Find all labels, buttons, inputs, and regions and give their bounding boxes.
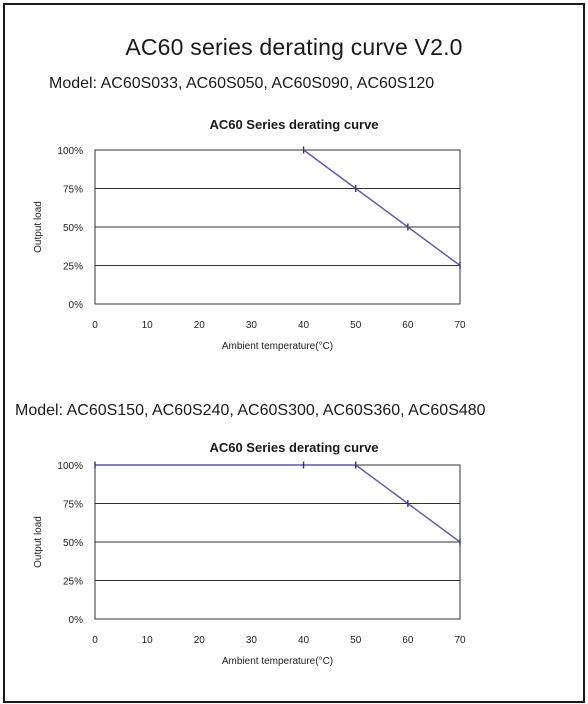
x-tick-label: 50 (350, 320, 362, 331)
y-tick-label: 100% (57, 146, 83, 157)
y-axis-title: Output load (33, 516, 44, 568)
x-tick-label: 30 (246, 635, 258, 646)
x-tick-label: 60 (402, 320, 414, 331)
x-tick-label: 70 (454, 320, 466, 331)
x-tick-label: 30 (246, 320, 258, 331)
x-tick-label: 20 (194, 635, 206, 646)
derating-chart-2: 0% 25% 50% 75% 100% 0 10 20 30 40 50 60 70 Ambient te… (33, 461, 466, 667)
y-tick-label: 50% (63, 223, 83, 234)
x-tick-label: 40 (298, 320, 310, 331)
x-tick-label: 0 (92, 320, 98, 331)
x-tick-label: 40 (298, 635, 310, 646)
y-tick-label: 75% (63, 185, 83, 196)
y-tick-label: 25% (63, 262, 83, 273)
y-tick-label: 100% (57, 461, 83, 472)
derating-line (303, 149, 461, 267)
x-tick-label: 10 (142, 320, 154, 331)
chart-title-2: AC60 Series derating curve (209, 440, 379, 455)
x-tick-label: 10 (142, 635, 154, 646)
y-tick-label: 0% (69, 615, 84, 626)
document-frame (3, 3, 585, 703)
y-tick-label: 75% (63, 500, 83, 511)
x-tick-label: 70 (454, 635, 466, 646)
x-tick-label: 20 (194, 320, 206, 331)
x-tick-label: 0 (92, 635, 98, 646)
x-axis-title: Ambient temperature(°C) (222, 656, 333, 667)
derating-chart-1: 0% 25% 50% 75% 100% 0 10 20 30 40 50 60 70 Ambient te… (33, 146, 466, 352)
y-tick-label: 50% (63, 538, 83, 549)
x-tick-label: 50 (350, 635, 362, 646)
y-tick-label: 25% (63, 577, 83, 588)
model-list-1: Model: AC60S033, AC60S050, AC60S090, AC6… (49, 75, 435, 92)
page-title: AC60 series derating curve V2.0 (125, 34, 463, 60)
y-axis-title: Output load (33, 201, 44, 253)
y-tick-label: 0% (69, 300, 84, 311)
model-list-2: Model: AC60S150, AC60S240, AC60S300, AC6… (15, 402, 486, 419)
x-tick-label: 60 (402, 635, 414, 646)
x-axis-title: Ambient temperature(°C) (222, 341, 333, 352)
chart-title-1: AC60 Series derating curve (209, 117, 379, 132)
